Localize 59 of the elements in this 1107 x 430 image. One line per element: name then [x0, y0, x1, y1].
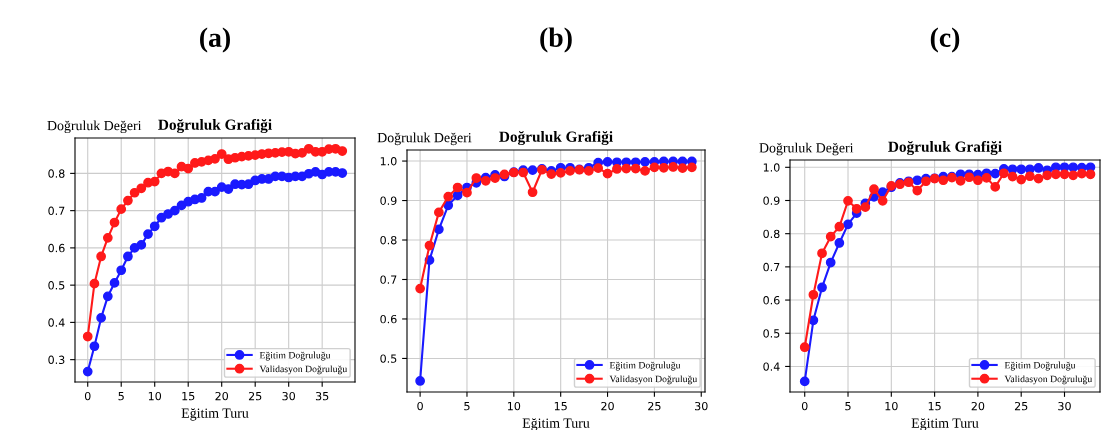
x-tick-label: 5	[845, 402, 851, 411]
legend-label: Validasyon Doğruluğu	[259, 365, 348, 375]
text: (b)	[540, 27, 572, 53]
x-tick-label: 25	[248, 391, 262, 401]
y-tick-label: 1.0	[763, 163, 780, 172]
legend-label: Validasyon Doğruluğu	[1004, 375, 1093, 385]
y-tick-label: 0.4	[763, 362, 780, 371]
y-tick-label: 0.9	[763, 196, 780, 205]
y-tick-label: 0.4	[48, 318, 65, 327]
y-tick-label: 0.6	[48, 243, 65, 253]
y-tick-label: 0.6	[763, 296, 780, 305]
legend-label: Eğitim Doğruluğu	[259, 351, 331, 361]
x-tick-label: 15	[554, 402, 567, 411]
y-tick-label: 0.7	[380, 275, 397, 284]
y-tick-label: 0.3	[48, 355, 65, 365]
y-tick-label: 1.0	[380, 157, 397, 166]
x-tick-label: 10	[507, 401, 521, 411]
y-tick-label: 0.5	[380, 354, 397, 363]
x-tick-label: 0	[801, 401, 808, 411]
y-axis-title: Doğruluk Değeri	[759, 142, 854, 156]
chart-title: Doğruluk Grafiği	[499, 130, 613, 146]
x-tick-label: 5	[118, 392, 124, 401]
x-tick-label: 25	[648, 401, 661, 411]
legend-label: Eğitim Doğruluğu	[609, 361, 681, 371]
y-tick-label: 0.8	[48, 169, 65, 178]
x-axis-title: Eğitim Turu	[911, 418, 979, 430]
legend-label: Eğitim Doğruluğu	[1004, 361, 1076, 371]
y-axis-title: Doğruluk Değeri	[47, 120, 142, 134]
y-tick-label: 0.5	[48, 281, 65, 290]
y-tick-label: 0.7	[763, 262, 780, 272]
y-tick-label: 0.7	[48, 206, 65, 216]
y-tick-label: 0.5	[763, 329, 780, 338]
x-tick-label: 20	[601, 401, 614, 411]
x-tick-label: 25	[1014, 401, 1028, 411]
x-tick-label: 10	[885, 401, 898, 411]
chart-title: Doğruluk Grafiği	[158, 118, 272, 134]
x-axis-title: Eğitim Turu	[181, 408, 249, 421]
x-tick-label: 5	[464, 402, 470, 411]
x-tick-label: 15	[182, 392, 195, 401]
y-tick-label: 0.8	[763, 229, 780, 239]
x-tick-label: 0	[84, 391, 91, 401]
chart-title: Doğruluk Grafiği	[888, 140, 1002, 156]
y-tick-label: 0.9	[380, 196, 397, 205]
x-tick-label: 15	[928, 402, 941, 411]
x-axis-title: Eğitim Turu	[522, 418, 590, 430]
x-tick-label: 20	[971, 401, 985, 411]
y-axis-title: Doğruluk Değeri	[377, 132, 472, 146]
x-tick-label: 10	[148, 391, 162, 401]
x-tick-label: 35	[315, 391, 329, 401]
y-tick-label: 0.8	[380, 235, 397, 245]
x-tick-label: 20	[215, 391, 229, 401]
x-tick-label: 0	[417, 401, 423, 411]
x-tick-label: 30	[695, 401, 708, 411]
text: (c)	[930, 27, 960, 53]
text: (a)	[200, 27, 230, 53]
legend-label: Validasyon Doğruluğu	[609, 375, 698, 385]
x-tick-label: 30	[282, 391, 296, 401]
y-tick-label: 0.6	[380, 314, 397, 324]
x-tick-label: 30	[1058, 401, 1071, 411]
